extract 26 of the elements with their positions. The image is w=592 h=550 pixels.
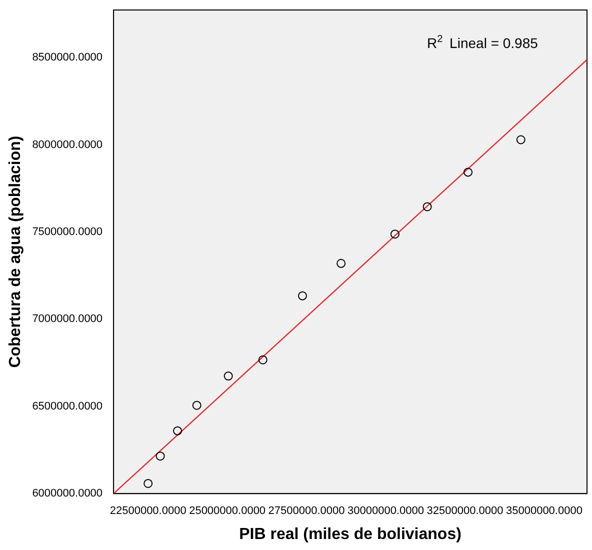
point bbox=[336, 258, 346, 268]
x-axis-title: PIB real (miles de bolivianos) bbox=[239, 526, 462, 543]
y-axis-title: Cobertura de agua (poblacion) bbox=[7, 136, 24, 368]
y-tick-label: 7500000.0000 bbox=[32, 226, 103, 238]
point bbox=[390, 230, 400, 239]
point bbox=[192, 400, 202, 410]
point bbox=[422, 202, 432, 212]
point bbox=[258, 355, 268, 364]
y-tick-label: 6500000.0000 bbox=[32, 400, 103, 412]
point bbox=[298, 291, 307, 300]
point bbox=[144, 478, 153, 488]
y-tick-label: 6000000.0000 bbox=[32, 488, 103, 500]
y-tick-label: 7000000.0000 bbox=[32, 313, 103, 326]
x-tick-label: 35000000.0000 bbox=[506, 505, 582, 518]
point bbox=[156, 452, 165, 461]
point bbox=[464, 168, 473, 177]
point bbox=[224, 372, 233, 381]
x-tick-label: 25000000.0000 bbox=[189, 505, 266, 518]
x-tick-label: 32500000.0000 bbox=[426, 505, 504, 518]
point bbox=[516, 135, 526, 144]
x-tick-label: 30000000.0000 bbox=[348, 505, 424, 518]
y-tick-label: 8500000.0000 bbox=[32, 52, 103, 64]
x-tick-label: 27500000.0000 bbox=[268, 505, 345, 518]
point bbox=[173, 426, 182, 436]
x-tick-label: 22500000.0000 bbox=[110, 505, 186, 518]
y-tick-label: 8000000.0000 bbox=[32, 138, 103, 151]
